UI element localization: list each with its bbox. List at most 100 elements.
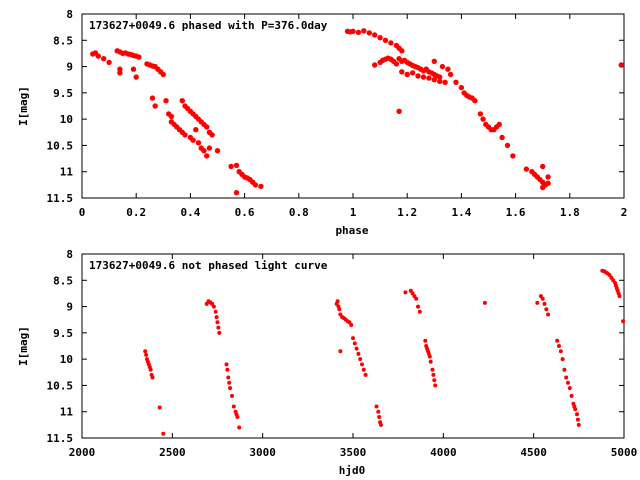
phased-y-tick-label: 9	[66, 61, 73, 74]
phased-data-point	[149, 95, 156, 101]
unphased-data-point	[358, 357, 363, 362]
phased-data-point	[366, 30, 372, 36]
phased-data-point	[361, 28, 367, 34]
phased-x-tick-label: 0.4	[180, 206, 200, 219]
phased-data-point	[477, 111, 484, 117]
phased-data-point	[372, 62, 378, 68]
unphased-data-point	[416, 304, 420, 309]
unphased-data-point	[569, 393, 574, 398]
unphased-data-point	[227, 380, 232, 385]
phased-data-point	[431, 77, 437, 83]
phased-y-tick-label: 8	[66, 8, 73, 21]
unphased-data-point	[377, 415, 382, 419]
unphased-data-point	[575, 412, 579, 417]
unphased-x-tick-label: 4500	[520, 446, 547, 459]
phased-data-point	[204, 124, 210, 130]
phased-y-tick-label: 11	[60, 166, 74, 179]
unphased-data-point	[237, 425, 242, 430]
phased-y-tick-label: 10	[60, 113, 73, 126]
unphased-data-point	[433, 383, 438, 388]
unphased-y-tick-label: 9.5	[53, 327, 73, 340]
phased-chart-title: 173627+0049.6 phased with P=376.0day	[89, 19, 328, 32]
phased-axis-ticks: 0 0.2 0.4 0.6 0.8 1 1.2 1.4 1.6 1.8 2 8 8.5 9 9.5 10 10.…	[47, 8, 628, 219]
phased-data-point	[510, 153, 516, 159]
phased-data-point	[168, 113, 175, 120]
phased-x-axis-label: phase	[335, 224, 368, 237]
phased-x-tick-label: 1.4	[451, 206, 471, 219]
unphased-data-point	[217, 330, 222, 335]
phased-data-point	[445, 66, 451, 72]
phased-x-tick-label: 1.2	[397, 206, 417, 219]
unphased-y-tick-label: 11.5	[47, 432, 74, 445]
phased-data-point	[496, 121, 502, 128]
unphased-data-point	[621, 319, 626, 324]
phased-data-point	[117, 70, 123, 76]
phased-data-point	[182, 132, 188, 138]
unphased-data-point	[432, 378, 437, 383]
phased-x-tick-label: 2	[621, 206, 628, 219]
phased-data-point	[399, 69, 405, 75]
unphased-y-axis-label: I[mag]	[17, 326, 30, 366]
phased-data-point	[214, 148, 221, 154]
unphased-data-point	[211, 304, 216, 309]
phased-data-point	[209, 132, 215, 138]
unphased-data-point	[349, 323, 354, 327]
phased-x-tick-label: 0.8	[289, 206, 309, 219]
unphased-data-point	[360, 362, 364, 367]
phased-plot-frame	[81, 13, 625, 199]
unphased-data-point	[216, 325, 221, 330]
phased-data-point	[160, 71, 166, 78]
unphased-data-point	[535, 300, 540, 305]
unphased-data-point	[572, 404, 577, 409]
unphased-x-tick-label: 2000	[69, 446, 96, 459]
unphased-chart-title: 173627+0049.6 not phased light curve	[89, 259, 328, 272]
unphased-data-point	[542, 301, 547, 306]
phased-data-point	[252, 182, 259, 188]
unphased-data-point	[144, 352, 149, 357]
unphased-data-point	[376, 409, 381, 414]
phased-data-point	[393, 61, 400, 67]
unphased-data-point	[224, 362, 229, 367]
unphased-data-point	[374, 404, 379, 409]
unphased-data-point	[379, 422, 383, 427]
phased-data-point	[130, 66, 137, 72]
unphased-data-point	[225, 367, 230, 372]
unphased-data-point	[558, 349, 563, 354]
phased-data-point	[499, 134, 505, 141]
phased-data-point	[163, 98, 169, 104]
unphased-data-point	[363, 372, 368, 377]
phased-data-point	[95, 53, 102, 59]
phased-data-point	[152, 103, 158, 109]
phased-data-point	[442, 79, 448, 86]
unphased-data-point	[213, 309, 218, 314]
unphased-y-tick-label: 11	[60, 406, 74, 419]
phased-data-point	[453, 79, 459, 86]
unphased-data-point	[423, 338, 428, 343]
phased-y-tick-label: 8.5	[53, 34, 73, 47]
unphased-data-point	[361, 367, 366, 372]
phased-data-point	[472, 98, 478, 104]
unphased-data-point	[352, 341, 357, 346]
unphased-data-point	[148, 367, 153, 372]
phased-data-point	[350, 28, 356, 34]
phased-data-point	[545, 174, 551, 180]
unphased-axis-ticks: 2000 2500 3000 3500 4000 4500 5000 8 8.5 9 9.5 10 10…	[47, 248, 638, 459]
unphased-data-point	[567, 386, 572, 391]
unphased-y-tick-label: 8.5	[53, 274, 73, 287]
unphased-data-point	[566, 380, 570, 385]
phased-data-point	[204, 153, 210, 159]
phased-data-point	[396, 108, 402, 115]
phased-data-point	[480, 116, 486, 122]
phased-x-tick-label: 0	[79, 206, 86, 219]
unphased-x-tick-label: 4000	[430, 446, 457, 459]
unphased-data-point	[560, 357, 565, 362]
phased-data-point	[439, 63, 446, 70]
phased-y-tick-label: 9.5	[53, 87, 73, 100]
unphased-data-point	[427, 354, 432, 359]
unphased-x-tick-label: 3000	[249, 446, 276, 459]
phased-data-point	[618, 62, 624, 68]
phased-data-point	[545, 180, 551, 186]
unphased-data-point	[351, 336, 355, 341]
unphased-data-point	[228, 386, 233, 391]
